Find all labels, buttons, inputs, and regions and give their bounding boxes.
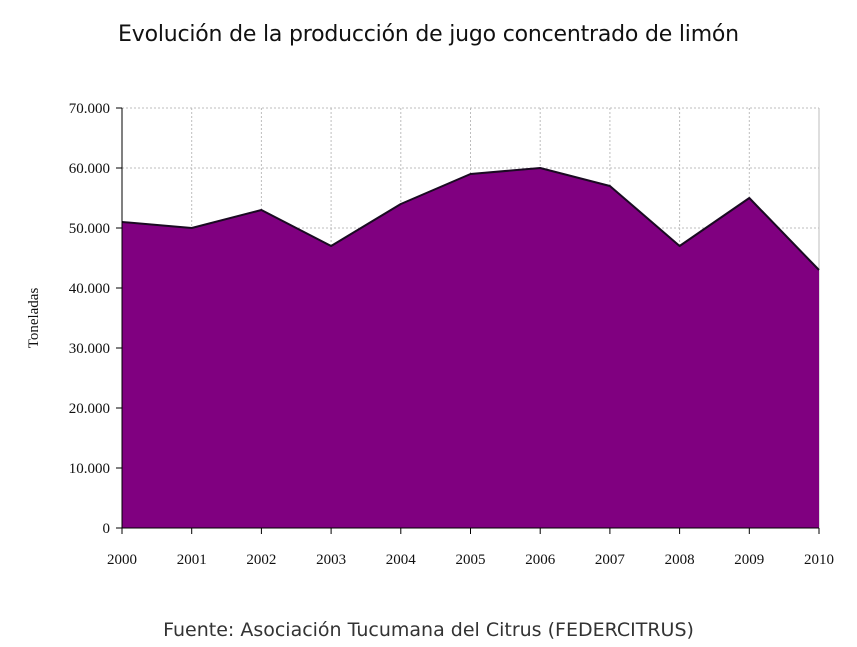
x-tick-label: 2000: [107, 552, 137, 568]
y-tick-label: 50.000: [69, 221, 110, 237]
x-tick-label: 2007: [595, 552, 626, 568]
x-tick-label: 2003: [316, 552, 346, 568]
x-tick-label: 2008: [665, 552, 695, 568]
y-tick-label: 20.000: [69, 401, 110, 417]
x-tick-label: 2009: [734, 552, 764, 568]
y-tick-label: 40.000: [69, 281, 110, 297]
y-tick-labels: 0 10.000 20.000 30.000 40.000 50.000 60.000 70.…: [69, 101, 110, 537]
axes: [116, 107, 820, 534]
y-tick-label: 0: [103, 521, 111, 537]
y-tick-label: 30.000: [69, 341, 110, 357]
x-tick-label: 2010: [804, 552, 834, 568]
x-tick-label: 2002: [246, 552, 276, 568]
x-tick-label: 2006: [525, 552, 556, 568]
chart-title: Evolución de la producción de jugo conce…: [118, 22, 739, 47]
x-tick-label: 2004: [386, 552, 417, 568]
area-chart: 0 10.000 20.000 30.000 40.000 50.000 60.000 70.…: [26, 101, 834, 568]
y-tick-label: 60.000: [69, 161, 110, 177]
x-tick-label: 2005: [456, 552, 486, 568]
y-axis-title: Toneladas: [26, 288, 42, 349]
area-fill: [122, 168, 819, 528]
x-tick-labels: 2000 2001 2002 2003 2004 2005 2006 2007 2008 2009…: [107, 552, 834, 568]
x-tick-label: 2001: [177, 552, 207, 568]
y-tick-label: 70.000: [69, 101, 110, 117]
y-tick-label: 10.000: [69, 461, 110, 477]
chart-source: Fuente: Asociación Tucumana del Citrus (…: [163, 619, 694, 641]
area-series: [121, 167, 820, 528]
